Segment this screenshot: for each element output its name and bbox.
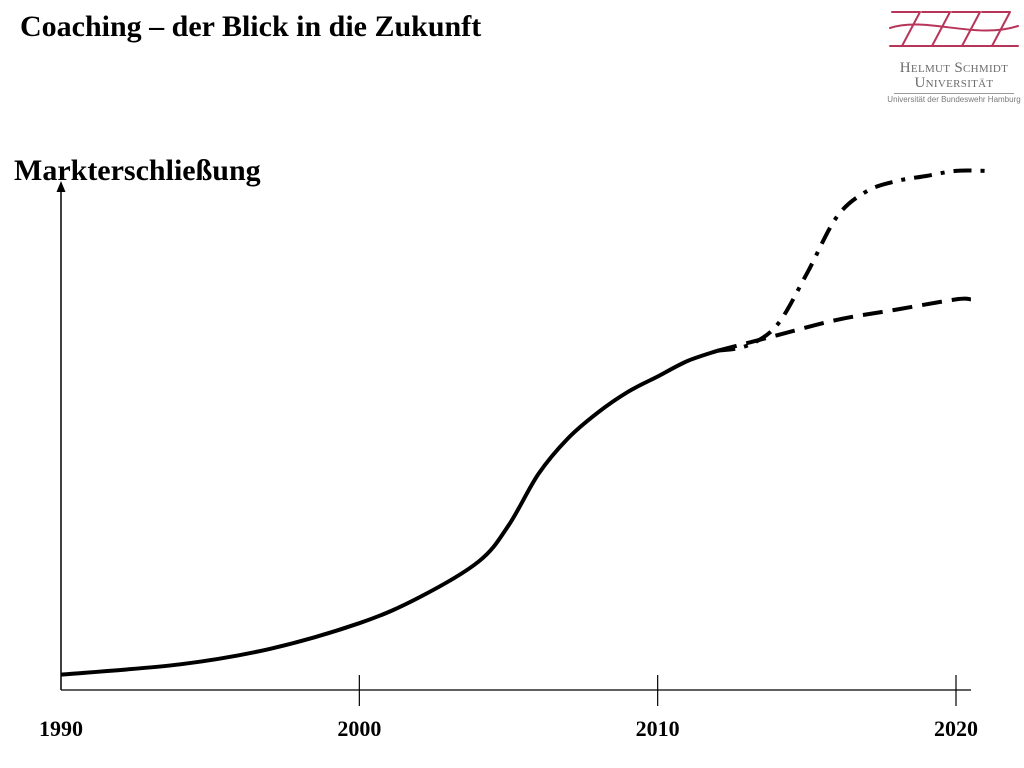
series-line-dashdot <box>716 168 986 353</box>
slide-title: Coaching – der Blick in die Zukunft <box>20 10 482 43</box>
logo-line-1: Helmut Schmidt <box>899 60 1009 76</box>
x-tick-label-1990: 1990 <box>39 716 83 741</box>
x-tick-label-2020: 2020 <box>934 716 978 741</box>
university-logo: Helmut Schmidt Universität Universität d… <box>886 6 1022 110</box>
chart-series-layer <box>60 168 986 677</box>
y-axis-label: Markterschließung <box>14 154 261 187</box>
logo-emblem-icon <box>889 11 1019 47</box>
series-line-dashed <box>716 296 972 353</box>
logo-rule <box>894 93 1014 94</box>
chart-axes: 1990 2000 2010 2020 <box>39 181 978 741</box>
series-line-solid <box>60 348 718 677</box>
logo-line-3: Universität der Bundeswehr Hamburg <box>887 95 1021 104</box>
x-tick-label-2000: 2000 <box>337 716 381 741</box>
y-axis-arrow-icon <box>56 181 66 192</box>
x-tick-label-2010: 2010 <box>636 716 680 741</box>
logo-line-2: Universität <box>914 75 994 91</box>
